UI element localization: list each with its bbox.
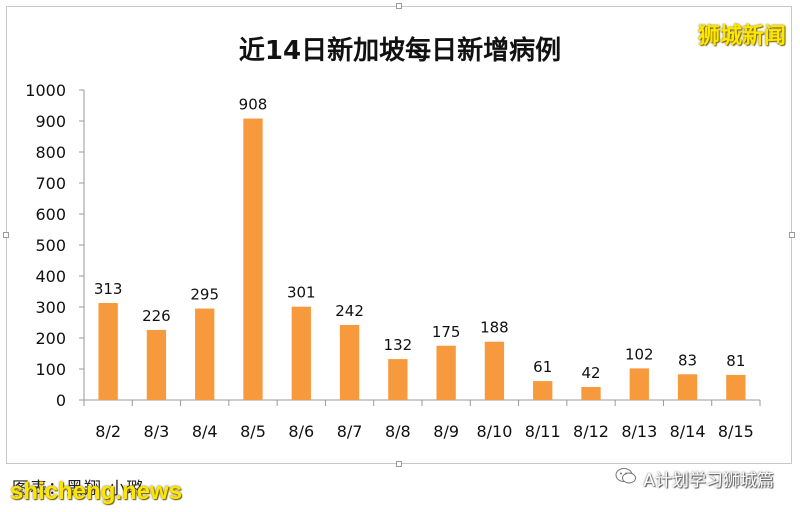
bar xyxy=(195,308,215,400)
x-tick-label: 8/8 xyxy=(385,422,411,441)
wechat-attribution: A计划学习狮城篇 xyxy=(615,466,774,491)
watermark-logo-text: 狮城新闻 xyxy=(697,24,786,49)
y-tick-label: 100 xyxy=(35,360,66,379)
y-tick-label: 500 xyxy=(35,236,66,255)
data-label: 102 xyxy=(625,345,654,363)
data-label: 226 xyxy=(142,307,171,325)
x-tick-label: 8/5 xyxy=(240,422,266,441)
site-watermark: shicheng.news xyxy=(10,478,183,505)
data-label: 188 xyxy=(480,319,509,337)
data-label: 175 xyxy=(432,323,461,341)
x-tick-label: 8/9 xyxy=(433,422,459,441)
resize-handle-left[interactable] xyxy=(3,232,9,238)
bar xyxy=(436,345,456,400)
y-tick-label: 0 xyxy=(56,391,66,410)
x-tick-label: 8/3 xyxy=(144,422,170,441)
x-tick-label: 8/12 xyxy=(573,422,609,441)
x-tick-label: 8/11 xyxy=(525,422,561,441)
data-label: 295 xyxy=(190,286,219,304)
bar xyxy=(629,368,649,400)
wechat-icon xyxy=(615,467,637,490)
data-label: 908 xyxy=(239,96,268,114)
bar xyxy=(243,118,263,401)
bar xyxy=(677,374,698,400)
data-label: 301 xyxy=(287,284,316,302)
bar xyxy=(146,329,167,400)
chart-title: 近14日新加坡每日新增病例 xyxy=(238,36,562,66)
data-label: 42 xyxy=(581,364,600,382)
bar xyxy=(291,306,311,400)
x-tick-label: 8/13 xyxy=(621,422,657,441)
x-tick-label: 8/10 xyxy=(476,422,512,441)
bar xyxy=(388,359,408,400)
y-tick-label: 300 xyxy=(35,298,66,317)
x-tick-label: 8/2 xyxy=(95,422,121,441)
bar xyxy=(339,324,360,400)
y-tick-label: 800 xyxy=(35,143,66,162)
data-label: 61 xyxy=(533,358,552,376)
bar xyxy=(726,374,746,400)
y-tick-label: 400 xyxy=(35,267,66,286)
y-tick-label: 1000 xyxy=(25,81,66,100)
x-tick-label: 8/4 xyxy=(192,422,218,441)
wechat-account-name: A计划学习狮城篇 xyxy=(643,471,774,491)
data-label: 83 xyxy=(678,351,697,369)
resize-handle-top[interactable] xyxy=(396,3,402,9)
data-label: 81 xyxy=(726,352,745,370)
x-tick-label: 8/15 xyxy=(718,422,754,441)
x-tick-label: 8/6 xyxy=(288,422,314,441)
x-tick-label: 8/7 xyxy=(337,422,363,441)
x-tick-label: 8/14 xyxy=(670,422,706,441)
chart-credit: 图表：黑翔·小璐 xyxy=(12,479,145,499)
bar xyxy=(581,386,601,400)
data-label: 313 xyxy=(94,280,123,298)
y-tick-label: 600 xyxy=(35,205,66,224)
y-tick-label: 900 xyxy=(35,112,66,131)
y-tick-label: 200 xyxy=(35,329,66,348)
bar xyxy=(98,302,118,400)
y-tick-label: 700 xyxy=(35,174,66,193)
data-label: 132 xyxy=(384,336,413,354)
resize-handle-bottom[interactable] xyxy=(396,461,402,467)
data-label: 242 xyxy=(335,302,364,320)
bar xyxy=(533,381,553,400)
resize-handle-right[interactable] xyxy=(789,232,795,238)
bar xyxy=(484,341,505,400)
